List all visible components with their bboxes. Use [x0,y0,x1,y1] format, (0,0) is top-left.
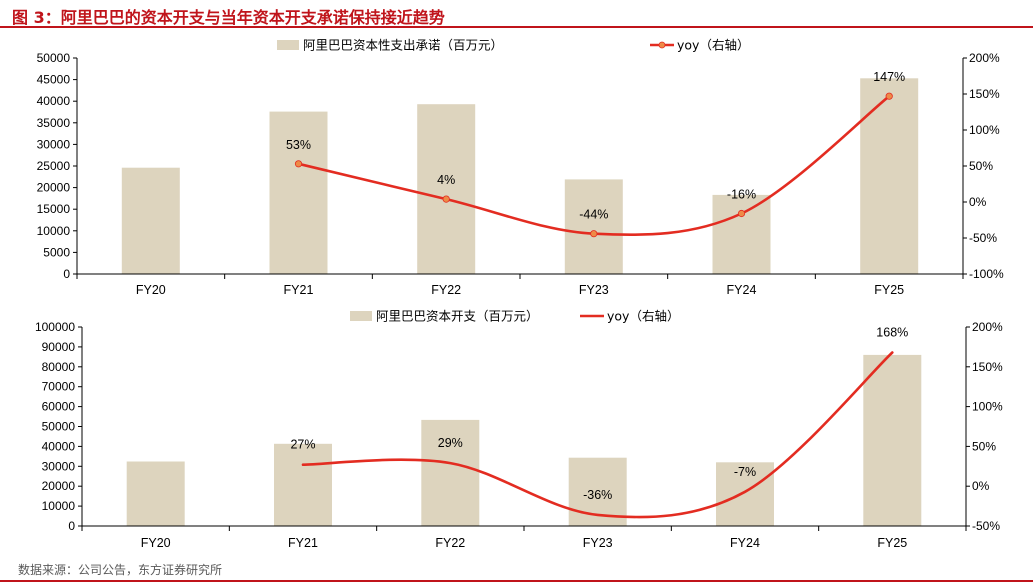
legend-bar-swatch [350,311,372,321]
x-tick-label: FY23 [583,536,613,550]
bar-fy24 [716,462,774,526]
legend-bar-label: 阿里巴巴资本性支出承诺（百万元） [303,38,503,53]
figure-title: 图 3：阿里巴巴的资本开支与当年资本开支承诺保持接近趋势 [12,8,445,27]
left-tick-label: 10000 [37,224,71,238]
x-tick-label: FY20 [136,283,166,297]
yoy-point-fy23 [590,230,598,238]
left-tick-label: 100000 [35,320,75,334]
capex-commitment-chart: 阿里巴巴资本性支出承诺（百万元） yoy（右轴） 0 5000 10000 15000 20… [37,38,1004,298]
right-tick-label: 100% [969,123,1000,137]
x-tick-label: FY21 [288,536,318,550]
left-tick-label: 10000 [42,499,76,513]
left-tick-label: 25000 [37,159,71,173]
left-tick-label: 40000 [37,94,71,108]
right-tick-label: 50% [969,159,993,173]
left-tick-label: 35000 [37,116,71,130]
legend: 阿里巴巴资本性支出承诺（百万元） yoy（右轴） [277,38,749,53]
capex-chart: 阿里巴巴资本开支（百万元） yoy（右轴） 0 10000 20000 30000 4000… [35,309,1003,551]
bar-fy20 [126,461,185,526]
left-tick-label: 80000 [42,360,76,374]
bar-fy22 [417,104,476,274]
right-tick-label: 200% [972,320,1003,334]
left-tick-label: 50000 [42,420,76,434]
yoy-label-fy24: -7% [734,465,756,479]
left-tick-label: 5000 [43,245,70,259]
x-tick-label: FY22 [431,283,461,297]
bar-fy23 [564,179,623,274]
bar-fy25 [863,354,922,526]
yoy-point-fy24 [737,209,746,218]
yoy-label-fy24: -16% [727,188,756,202]
right-tick-label: 150% [972,360,1003,374]
right-tick-label: -100% [969,267,1004,281]
yoy-line [301,351,894,519]
yoy-point-fy25 [885,92,893,100]
legend-bar-swatch [277,40,299,50]
source-note: 数据来源：公司公告，东方证券研究所 [18,563,223,577]
left-tick-label: 30000 [37,137,71,151]
right-tick-label: 150% [969,87,1000,101]
x-tick-label: FY24 [730,536,760,550]
x-tick-label: FY25 [877,536,907,550]
yoy-label-fy25: 168% [876,326,908,340]
right-tick-label: 0% [969,195,987,209]
legend-bar-label: 阿里巴巴资本开支（百万元） [376,309,539,324]
left-tick-label: 20000 [42,479,76,493]
right-tick-label: 50% [972,439,996,453]
left-tick-label: 70000 [42,380,76,394]
yoy-label-fy22: 29% [438,436,463,450]
left-tick-label: 0 [68,519,75,533]
yoy-label-fy22: 4% [437,173,455,187]
yoy-label-fy21: 53% [286,138,311,152]
legend-line-label: yoy（右轴） [677,38,749,53]
yoy-label-fy23: -36% [583,488,612,502]
left-tick-label: 40000 [42,439,76,453]
left-tick-label: 45000 [37,73,71,87]
bar-fy20 [121,167,180,274]
bottom-divider [0,580,1033,582]
yoy-label-fy21: 27% [290,438,315,452]
left-tick-label: 30000 [42,459,76,473]
x-tick-label: FY20 [141,536,171,550]
right-tick-label: 100% [972,400,1003,414]
bar-fy24 [712,194,771,274]
left-tick-label: 90000 [42,340,76,354]
x-tick-label: FY24 [727,283,757,297]
left-tick-label: 60000 [42,400,76,414]
yoy-label-fy23: -44% [579,208,608,222]
x-tick-label: FY21 [284,283,314,297]
right-tick-label: 200% [969,51,1000,65]
yoy-point-fy21 [294,160,303,168]
bar-fy22 [421,419,480,526]
right-tick-label: -50% [972,519,1000,533]
x-tick-label: FY22 [435,536,465,550]
left-tick-label: 0 [63,267,70,281]
left-tick-label: 20000 [37,181,71,195]
legend: 阿里巴巴资本开支（百万元） yoy（右轴） [350,309,679,324]
x-tick-label: FY25 [874,283,904,297]
title-divider [0,26,1033,28]
bar-fy21 [269,111,328,274]
yoy-point-fy22 [442,195,450,203]
bar-fy25 [860,78,919,274]
right-tick-label: 0% [972,479,990,493]
legend-marker-swatch [658,41,666,49]
yoy-label-fy25: 147% [873,70,905,84]
bar-fy21 [274,443,332,526]
right-tick-label: -50% [969,231,997,245]
left-tick-label: 50000 [37,51,71,65]
left-tick-label: 15000 [37,202,71,216]
x-tick-label: FY23 [579,283,609,297]
legend-line-label: yoy（右轴） [607,309,679,324]
